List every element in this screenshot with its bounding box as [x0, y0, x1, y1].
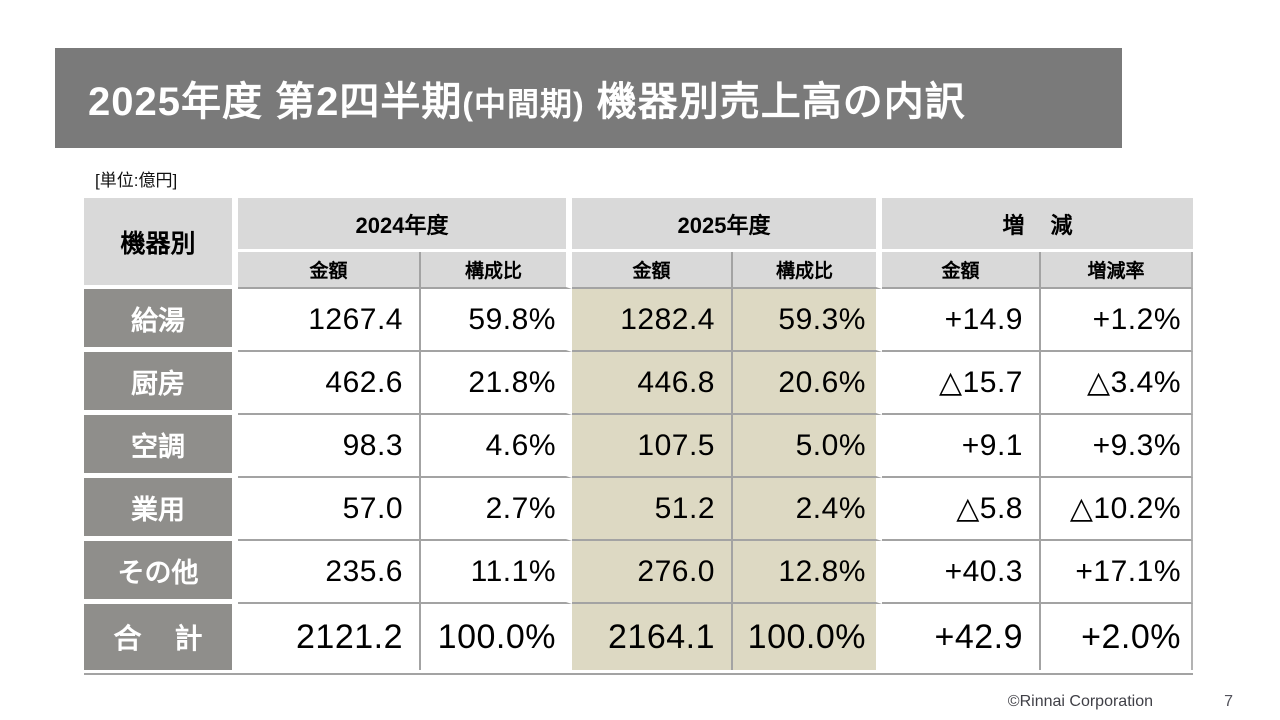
sales-breakdown-table: 機器別 2024年度 2025年度 増 減 金額 構成比 金額 構成比 金額 増… — [84, 198, 1193, 675]
row-kyuto-fy2025-share: 59.3% — [733, 289, 882, 352]
row-gyoyo-fy2024-share: 2.7% — [421, 478, 572, 541]
subheader-fy2025-share: 構成比 — [733, 252, 882, 289]
row-chubo-change-amount: △15.7 — [882, 352, 1041, 415]
slide-title-bar: 2025年度 第2四半期(中間期) 機器別売上高の内訳 — [55, 48, 1122, 148]
row-kyuto-change-amount: +14.9 — [882, 289, 1041, 352]
subheader-change-amount: 金額 — [882, 252, 1041, 289]
row-sonota-fy2025-amount: 276.0 — [572, 541, 733, 604]
row-total-fy2024-amount: 2121.2 — [238, 604, 421, 670]
header-group-change: 増 減 — [882, 198, 1193, 252]
subheader-fy2025-amount: 金額 — [572, 252, 733, 289]
subheader-fy2024-amount: 金額 — [238, 252, 421, 289]
row-total-fy2024-share: 100.0% — [421, 604, 572, 670]
row-gyoyo-change-rate: △10.2% — [1041, 478, 1193, 541]
row-gyoyo-change-amount: △5.8 — [882, 478, 1041, 541]
row-total-change-amount: +42.9 — [882, 604, 1041, 670]
row-chubo-fy2024-share: 21.8% — [421, 352, 572, 415]
row-kyuto-fy2025-amount: 1282.4 — [572, 289, 733, 352]
subheader-fy2024-share: 構成比 — [421, 252, 572, 289]
copyright-notice: ©Rinnai Corporation — [1007, 693, 1153, 710]
row-kyuto-fy2024-amount: 1267.4 — [238, 289, 421, 352]
row-chubo-fy2025-amount: 446.8 — [572, 352, 733, 415]
row-kucho-fy2024-share: 4.6% — [421, 415, 572, 478]
row-total-fy2025-share: 100.0% — [733, 604, 882, 670]
row-chubo-change-rate: △3.4% — [1041, 352, 1193, 415]
header-group-fy2025: 2025年度 — [572, 198, 882, 252]
table-grid: 機器別 2024年度 2025年度 増 減 金額 構成比 金額 構成比 金額 増… — [84, 198, 1193, 670]
row-kyuto-fy2024-share: 59.8% — [421, 289, 572, 352]
slide-title-main: 2025年度 第2四半期 — [88, 80, 463, 124]
row-total-change-rate: +2.0% — [1041, 604, 1193, 670]
row-sonota-label: その他 — [84, 541, 238, 604]
row-sonota-change-rate: +17.1% — [1041, 541, 1193, 604]
row-kucho-fy2025-share: 5.0% — [733, 415, 882, 478]
header-equipment-type: 機器別 — [84, 198, 238, 289]
row-chubo-label: 厨房 — [84, 352, 238, 415]
row-gyoyo-fy2025-amount: 51.2 — [572, 478, 733, 541]
row-kucho-label: 空調 — [84, 415, 238, 478]
row-total-label: 合 計 — [84, 604, 238, 670]
row-gyoyo-label: 業用 — [84, 478, 238, 541]
slide-title: 2025年度 第2四半期(中間期) 機器別売上高の内訳 — [88, 69, 966, 127]
row-kyuto-change-rate: +1.2% — [1041, 289, 1193, 352]
row-kucho-fy2024-amount: 98.3 — [238, 415, 421, 478]
row-kucho-change-amount: +9.1 — [882, 415, 1041, 478]
row-sonota-fy2025-share: 12.8% — [733, 541, 882, 604]
slide-title-paren: (中間期) — [462, 86, 585, 122]
row-kucho-fy2025-amount: 107.5 — [572, 415, 733, 478]
row-sonota-change-amount: +40.3 — [882, 541, 1041, 604]
row-total-fy2025-amount: 2164.1 — [572, 604, 733, 670]
row-kucho-change-rate: +9.3% — [1041, 415, 1193, 478]
row-sonota-fy2024-share: 11.1% — [421, 541, 572, 604]
subheader-change-rate: 増減率 — [1041, 252, 1193, 289]
row-gyoyo-fy2024-amount: 57.0 — [238, 478, 421, 541]
unit-label: [単位:億円] — [95, 171, 178, 190]
row-sonota-fy2024-amount: 235.6 — [238, 541, 421, 604]
page-number: 7 — [1224, 693, 1233, 710]
row-chubo-fy2024-amount: 462.6 — [238, 352, 421, 415]
header-group-fy2024: 2024年度 — [238, 198, 572, 252]
row-kyuto-label: 給湯 — [84, 289, 238, 352]
row-chubo-fy2025-share: 20.6% — [733, 352, 882, 415]
row-gyoyo-fy2025-share: 2.4% — [733, 478, 882, 541]
slide-title-rest: 機器別売上高の内訳 — [596, 80, 966, 124]
